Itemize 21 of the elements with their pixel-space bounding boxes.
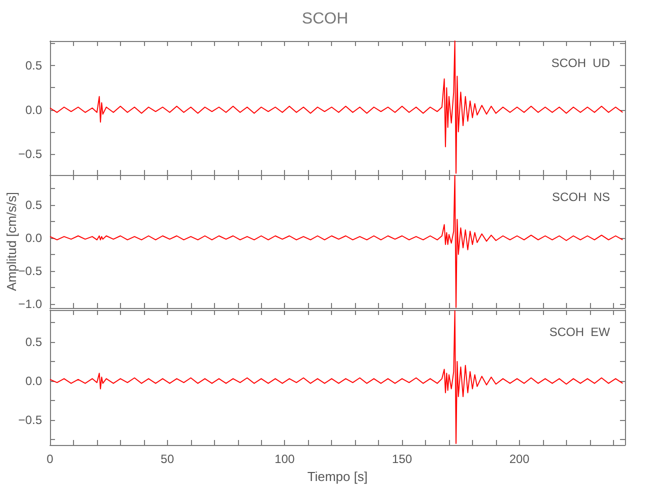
- annotation: SCOH UD: [551, 56, 610, 70]
- annotation: SCOH EW: [549, 325, 611, 339]
- y-tick-label: −0.5: [18, 264, 42, 278]
- y-tick-label: −0.5: [18, 413, 42, 428]
- x-tick-label: 50: [160, 452, 174, 466]
- y-tick-label: −1.0: [18, 297, 42, 312]
- chart-title: SCOH: [302, 10, 348, 28]
- y-axis-title: Amplitud [cm/s/s]: [4, 192, 19, 291]
- x-tick-label: 0: [46, 452, 54, 466]
- y-tick-label: 0.0: [25, 102, 42, 117]
- x-tick-label: 200: [509, 452, 530, 466]
- y-tick-label: 0.5: [25, 198, 42, 212]
- annotation: SCOH NS: [552, 190, 610, 204]
- y-tick-label: 0.5: [25, 334, 42, 349]
- x-tick-label: 150: [392, 452, 412, 466]
- y-tick-label: 0.0: [25, 374, 42, 388]
- y-tick-label: −0.5: [18, 146, 42, 161]
- y-tick-label: 0.0: [25, 230, 42, 245]
- x-axis-title: Tiempo [s]: [307, 468, 368, 484]
- x-tick-label: 100: [274, 452, 296, 466]
- y-tick-label: 0.5: [25, 58, 42, 73]
